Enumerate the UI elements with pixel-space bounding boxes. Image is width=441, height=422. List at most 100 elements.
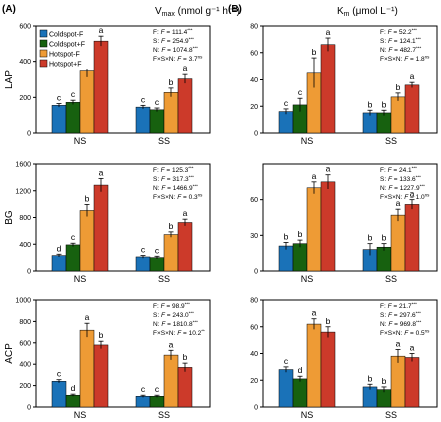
significance-letter: a — [312, 171, 317, 181]
y-tick-label: 20 — [250, 104, 258, 111]
bar-hotspot-f-ns — [306, 187, 322, 272]
bar-hotspot-f-ss — [404, 204, 420, 272]
significance-letter: d — [57, 243, 62, 253]
y-tick-label: 400 — [19, 242, 31, 249]
bar-hotspot-f-ss — [390, 96, 406, 134]
y-tick-label: 1600 — [15, 162, 31, 169]
significance-letter: a — [410, 71, 415, 81]
bar-coldspot-f-ns — [51, 381, 67, 408]
y-tick-label: 40 — [250, 351, 258, 358]
significance-letter: a — [326, 164, 331, 174]
bar-coldspot-f-ns — [278, 369, 294, 408]
significance-letter: a — [183, 63, 188, 73]
significance-letter: a — [410, 189, 415, 199]
significance-letter: b — [382, 233, 387, 243]
significance-letter: b — [396, 82, 401, 92]
y-tick-label: 80 — [250, 298, 258, 305]
stat-line: F×S×N: F = 10.2** — [153, 329, 205, 338]
x-group-label: NS — [74, 136, 87, 146]
y-axis-label: LAP — [4, 70, 15, 89]
plot-frame — [262, 163, 438, 272]
bar-coldspot-f-ns — [65, 394, 81, 408]
y-tick-label: 0 — [27, 405, 31, 412]
bar-coldspot-f-ss — [135, 256, 151, 272]
significance-letter: a — [169, 339, 174, 349]
legend-label: Hotspot+F — [49, 62, 82, 69]
significance-letter: b — [99, 330, 104, 340]
y-tick-label: 1200 — [15, 188, 31, 195]
significance-letter: b — [169, 221, 174, 231]
bar-coldspot-f-ss — [362, 112, 378, 134]
y-tick-label: 0 — [254, 269, 258, 276]
y-tick-label: 60 — [250, 324, 258, 331]
significance-letter: b — [284, 231, 289, 241]
bar-hotspot-f-ns — [306, 323, 322, 408]
bar-coldspot-f-ns — [278, 245, 294, 272]
significance-letter: b — [326, 316, 331, 326]
stat-line: F: F = 111.4*** — [153, 28, 193, 37]
significance-letter: a — [396, 338, 401, 348]
legend-swatch — [39, 29, 48, 38]
stat-line: N: F = 969.8*** — [380, 320, 421, 329]
x-group-label: SS — [158, 274, 170, 284]
chart-A-LAP: 0200400600LAPccbaNSccbaSSF: F = 111.4***… — [4, 24, 211, 146]
legend-label: Hotspot-F — [49, 52, 80, 59]
bar-hotspot-f-ss — [177, 222, 193, 272]
legend-label: Coldspot+F — [49, 42, 85, 49]
significance-letter: b — [85, 193, 90, 203]
significance-letter: b — [382, 99, 387, 109]
y-tick-label: 30 — [250, 233, 258, 240]
panel-b-label: (B) — [228, 4, 242, 15]
significance-letter: c — [71, 89, 76, 99]
y-tick-label: 0 — [27, 131, 31, 138]
significance-letter: d — [298, 365, 303, 375]
significance-letter: c — [141, 384, 146, 394]
y-tick-label: 200 — [19, 95, 31, 102]
significance-letter: c — [298, 87, 303, 97]
y-tick-label: 200 — [19, 383, 31, 390]
bar-hotspot-f-ns — [320, 331, 336, 408]
y-tick-label: 400 — [19, 362, 31, 369]
significance-letter: a — [312, 308, 317, 318]
bar-hotspot-f-ns — [93, 184, 109, 272]
y-tick-label: 20 — [250, 378, 258, 385]
y-tick-label: 1000 — [15, 298, 31, 305]
stat-line: S: F = 254.9*** — [153, 37, 194, 46]
stat-line: S: F = 243.0*** — [153, 311, 194, 320]
bar-hotspot-f-ss — [163, 92, 179, 134]
bar-coldspot-f-ss — [362, 386, 378, 408]
bar-coldspot-f-ss — [135, 106, 151, 134]
stat-line: F×S×N: F = 1.8ns — [380, 55, 430, 64]
y-axis-label: BG — [4, 210, 15, 225]
bar-coldspot-f-ns — [292, 378, 308, 408]
y-tick-label: 600 — [19, 340, 31, 347]
y-tick-label: 60 — [250, 50, 258, 57]
bar-coldspot-f-ns — [292, 243, 308, 272]
stat-line: F×S×N: F = 0.3ns — [153, 193, 203, 202]
stat-line: N: F = 1074.8*** — [153, 46, 198, 55]
stat-line: F: F = 21.7*** — [380, 302, 417, 311]
significance-letter: b — [298, 229, 303, 239]
significance-letter: a — [99, 25, 104, 35]
significance-letter: a — [85, 312, 90, 322]
stat-line: F×S×N: F = 1.0ns — [380, 193, 430, 202]
bar-coldspot-f-ns — [278, 111, 294, 134]
y-tick-label: 40 — [250, 77, 258, 84]
bar-hotspot-f-ns — [320, 181, 336, 272]
significance-letter: a — [99, 167, 104, 177]
stat-line: F: F = 125.3*** — [153, 166, 194, 175]
significance-letter: c — [71, 232, 76, 242]
stat-line: F: F = 52.2*** — [380, 28, 417, 37]
significance-letter: c — [141, 94, 146, 104]
x-group-label: SS — [385, 410, 397, 420]
x-group-label: NS — [74, 274, 87, 284]
significance-letter: b — [368, 99, 373, 109]
y-tick-label: 0 — [254, 405, 258, 412]
stat-line: F: F = 24.1*** — [380, 166, 417, 175]
bar-coldspot-f-ns — [51, 255, 67, 272]
bar-hotspot-f-ss — [390, 214, 406, 272]
significance-letter: a — [410, 343, 415, 353]
